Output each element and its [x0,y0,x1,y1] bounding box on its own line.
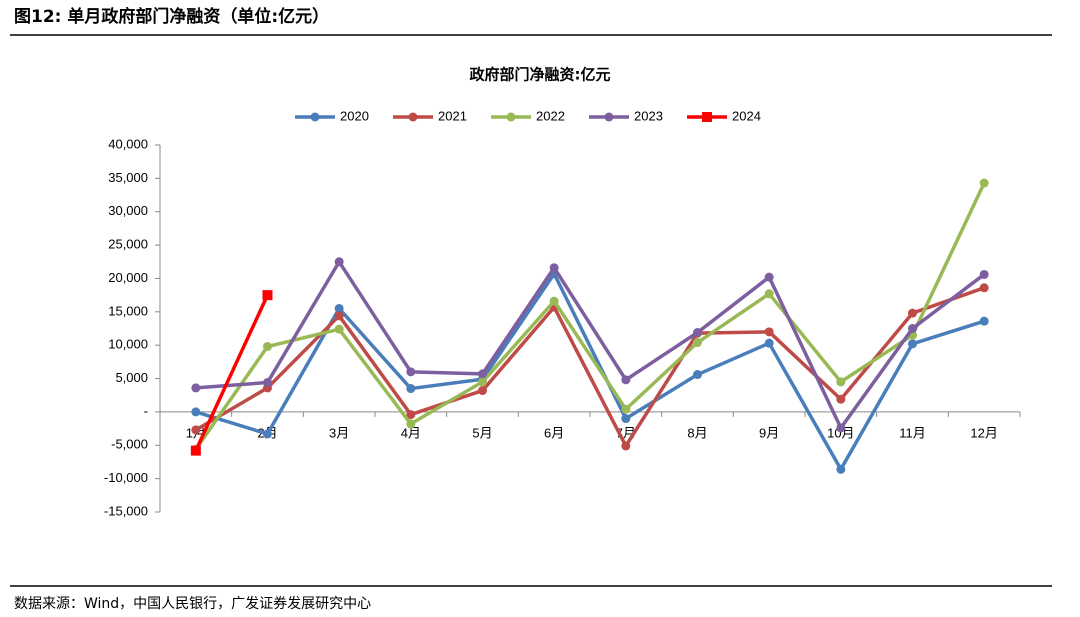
y-tick-label: 40,000 [108,136,148,151]
data-point [190,445,201,456]
data-point [836,377,846,387]
data-point [621,414,631,424]
data-point [764,272,774,282]
x-tick-label: 6月 [544,425,564,440]
data-point [908,339,917,349]
data-point [621,375,631,385]
data-point [406,419,416,429]
x-tick-label: 9月 [759,425,779,440]
y-tick-label: 20,000 [108,270,148,285]
data-point [263,342,272,352]
figure-title: 图12: 单月政府部门净融资（单位:亿元） [14,6,329,27]
legend-marker [604,112,614,122]
data-point [478,386,487,396]
series-line [194,182,986,451]
data-point [836,394,846,404]
data-point [478,369,487,379]
legend-label: 2022 [536,108,565,123]
data-point [191,425,201,435]
legend-marker [310,112,320,122]
legend-label: 2024 [732,108,761,123]
data-point [836,423,846,433]
data-point [693,370,702,380]
legend-marker [702,112,712,122]
data-point [908,324,917,333]
x-tick-label: 5月 [472,425,492,440]
data-point [979,178,989,188]
data-point [693,338,702,348]
chart-title: 政府部门净融资:亿元 [470,66,611,84]
y-tick-label: 25,000 [108,237,148,252]
data-point [478,377,487,387]
legend-label: 2023 [634,108,663,123]
data-point [262,290,273,301]
y-tick-label: -5,000 [111,437,148,452]
y-tick-label: - [144,403,148,418]
x-tick-label: 10月 [827,425,854,440]
legend-marker [408,112,418,122]
x-tick-label: 11月 [899,425,926,440]
x-tick-label: 4月 [401,425,421,440]
data-point [334,324,344,334]
data-point [549,263,559,273]
data-point [979,316,989,326]
x-tick-label: 3月 [329,425,349,440]
data-point [191,383,201,393]
data-point [764,327,774,337]
legend-marker [506,112,516,122]
legend-label: 2021 [438,108,467,123]
data-point [334,303,344,313]
legend-label: 2020 [340,108,369,123]
series-line [194,286,985,448]
data-point [263,378,272,388]
data-point [263,429,272,439]
y-tick-label: 10,000 [108,337,148,352]
data-point [621,404,631,414]
data-point [334,311,344,321]
y-tick-label: 15,000 [108,303,148,318]
data-point [979,283,989,293]
data-point [764,338,774,348]
data-point [621,441,631,451]
y-tick-label: -15,000 [104,503,148,518]
data-point [549,296,559,306]
x-tick-label: 12月 [970,425,997,440]
data-point [979,269,989,279]
data-point [406,367,416,377]
data-point [406,410,416,420]
data-point [334,257,344,267]
data-point [406,384,416,394]
data-point [764,289,774,299]
y-tick-label: 5,000 [115,370,148,385]
data-point [908,308,917,318]
source-note: 数据来源：Wind，中国人民银行，广发证券发展研究中心 [14,596,371,612]
x-tick-label: 8月 [687,425,707,440]
data-point [191,407,201,417]
data-point [693,328,702,338]
y-tick-label: 35,000 [108,170,148,185]
data-point [836,464,846,474]
series-line [194,294,270,452]
series-line [195,260,986,430]
y-tick-label: -10,000 [104,470,148,485]
y-tick-label: 30,000 [108,203,148,218]
